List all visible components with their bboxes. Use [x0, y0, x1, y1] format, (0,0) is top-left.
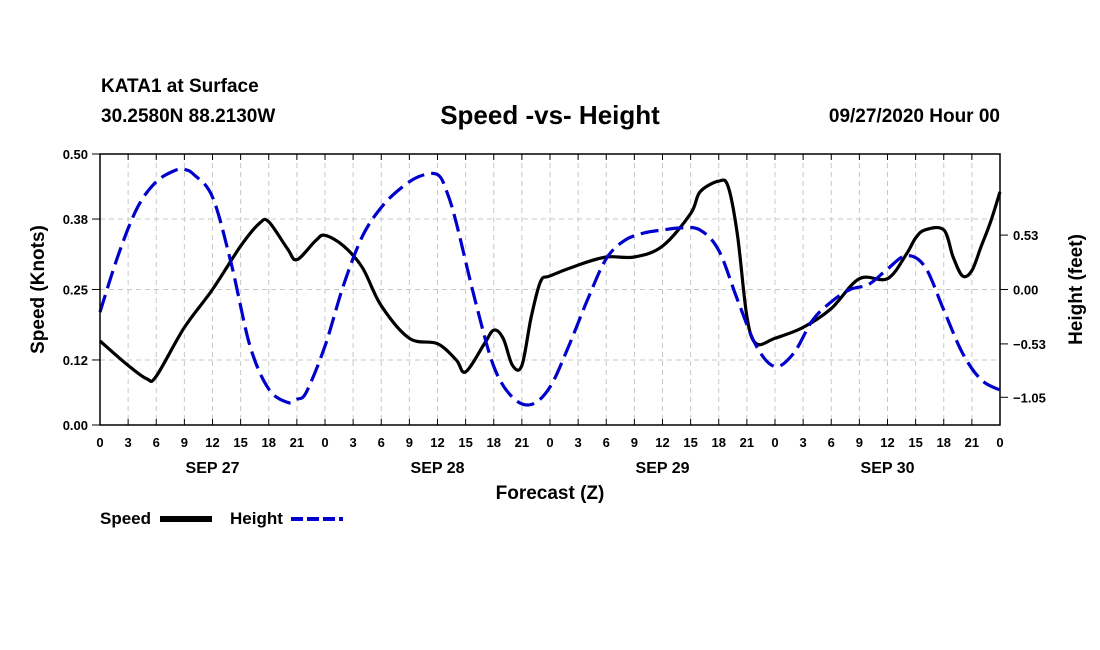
y-tick-label: 0.12 — [63, 353, 88, 368]
x-tick-label: 12 — [205, 435, 219, 450]
x-tick-label: 0 — [771, 435, 778, 450]
x-tick-label: 3 — [350, 435, 357, 450]
x-tick-label: 9 — [406, 435, 413, 450]
x-tick-label: 0 — [321, 435, 328, 450]
x-tick-label: 6 — [378, 435, 385, 450]
y2-axis-title: Height (feet) — [1066, 234, 1087, 345]
x-tick-label: 18 — [487, 435, 501, 450]
y2-tick-label: −1.05 — [1013, 390, 1046, 405]
x-tick-label: 3 — [575, 435, 582, 450]
legend-speed-label: Speed — [100, 509, 152, 528]
x-day-label: SEP 27 — [186, 460, 240, 477]
x-tick-label: 0 — [546, 435, 553, 450]
x-tick-label: 9 — [181, 435, 188, 450]
x-tick-label: 6 — [828, 435, 835, 450]
y2-tick-label: 0.00 — [1013, 283, 1038, 298]
y-axis-title: Speed (Knots) — [28, 225, 49, 354]
x-tick-label: 0 — [996, 435, 1003, 450]
x-tick-label: 21 — [515, 435, 529, 450]
x-tick-label: 15 — [458, 435, 472, 450]
series-line-height — [98, 167, 1001, 407]
x-tick-label: 15 — [908, 435, 922, 450]
station-coordinates: 30.2580N 88.2130W — [101, 106, 276, 127]
x-tick-label: 21 — [965, 435, 979, 450]
x-tick-label: 6 — [603, 435, 610, 450]
x-tick-label: 6 — [153, 435, 160, 450]
axes: 0 3 6 9 12 15 18 21 0 3 6 9 12 15 18 21 0 3 6 9 12 15 18 21 0 3 6 9… — [63, 147, 1046, 477]
x-tick-label: 0 — [96, 435, 103, 450]
x-tick-label: 12 — [880, 435, 894, 450]
x-day-label: SEP 28 — [411, 460, 465, 477]
grid-lines — [100, 154, 1000, 425]
y-tick-label: 0.38 — [63, 212, 88, 227]
x-tick-label: 18 — [262, 435, 276, 450]
x-tick-label: 21 — [290, 435, 304, 450]
y-tick-label: 0.50 — [63, 147, 88, 162]
y-tick-label: 0.25 — [63, 283, 88, 298]
x-tick-label: 21 — [740, 435, 754, 450]
y2-tick-label: 0.53 — [1013, 228, 1038, 243]
x-tick-label: 12 — [430, 435, 444, 450]
x-day-label: SEP 30 — [861, 460, 915, 477]
x-tick-label: 15 — [683, 435, 697, 450]
x-day-label: SEP 29 — [636, 460, 690, 477]
series-line-speed — [98, 178, 1002, 384]
x-axis-title: Forecast (Z) — [496, 483, 605, 504]
x-tick-label: 15 — [233, 435, 247, 450]
x-tick-label: 3 — [125, 435, 132, 450]
forecast-date: 09/27/2020 Hour 00 — [828, 106, 1000, 127]
x-tick-label: 3 — [800, 435, 807, 450]
legend-height-label: Height — [230, 509, 283, 528]
y-tick-label: 0.00 — [63, 418, 88, 433]
station-label: KATA1 at Surface — [101, 76, 259, 97]
series-lines — [98, 167, 1002, 407]
x-tick-label: 18 — [937, 435, 951, 450]
x-tick-label: 18 — [712, 435, 726, 450]
x-tick-label: 9 — [631, 435, 638, 450]
x-tick-label: 12 — [655, 435, 669, 450]
y2-tick-label: −0.53 — [1013, 337, 1046, 352]
chart-title: Speed -vs- Height — [440, 100, 660, 130]
x-tick-label: 9 — [856, 435, 863, 450]
